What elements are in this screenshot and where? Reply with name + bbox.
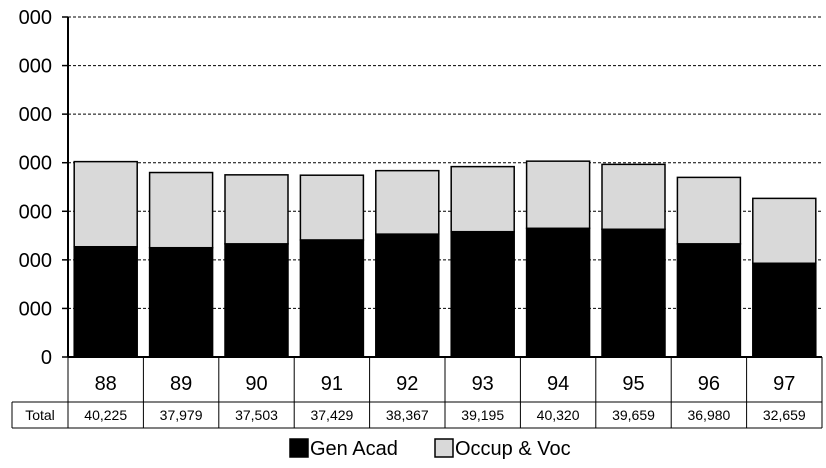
x-category-label: 89 xyxy=(170,373,192,395)
y-tick-label: 000 xyxy=(19,250,52,272)
x-category-label: 97 xyxy=(773,373,795,395)
y-tick-label: 000 xyxy=(19,56,52,78)
bars xyxy=(73,160,817,358)
x-category-label: 88 xyxy=(95,373,117,395)
bar-gen-acad-97 xyxy=(752,262,817,358)
bar-occup-voc-94 xyxy=(525,160,591,230)
bar-gen-acad-93 xyxy=(450,230,515,358)
bar-occup-voc-96 xyxy=(676,176,742,245)
bar-gen-acad-90 xyxy=(224,243,289,358)
total-value: 39,195 xyxy=(461,407,504,423)
bar-occup-voc-89 xyxy=(148,171,214,249)
x-category-label: 93 xyxy=(472,373,494,395)
y-tick-label: 000 xyxy=(19,298,52,320)
total-value: 40,320 xyxy=(537,407,580,423)
total-value: 40,225 xyxy=(84,407,127,423)
bar-gen-acad-94 xyxy=(525,227,591,358)
x-category-label: 94 xyxy=(547,373,569,395)
legend-swatch xyxy=(434,438,454,458)
bar-occup-voc-92 xyxy=(375,169,440,235)
y-tick-label: 000 xyxy=(19,104,52,126)
totals-row-label: Total xyxy=(25,407,55,423)
y-tick-label: 0 xyxy=(41,347,52,369)
total-value: 36,980 xyxy=(687,407,730,423)
bar-occup-voc-91 xyxy=(299,174,365,241)
legend-swatch xyxy=(289,438,309,458)
total-value: 37,429 xyxy=(310,407,353,423)
x-category-label: 91 xyxy=(321,373,343,395)
x-category-label: 96 xyxy=(698,373,720,395)
legend-label: Occup & Voc xyxy=(455,438,571,460)
total-value: 37,503 xyxy=(235,407,278,423)
y-tick-label: 000 xyxy=(19,7,52,29)
x-category-label: 90 xyxy=(245,373,267,395)
total-value: 38,367 xyxy=(386,407,429,423)
bar-gen-acad-92 xyxy=(375,233,440,358)
legend-label: Gen Acad xyxy=(310,438,398,460)
total-value: 32,659 xyxy=(763,407,806,423)
total-value: 37,979 xyxy=(160,407,203,423)
bar-gen-acad-95 xyxy=(601,228,666,358)
legend: Gen Acad Occup & Voc xyxy=(289,438,571,460)
bar-occup-voc-95 xyxy=(601,163,666,231)
x-category-label: 95 xyxy=(622,373,644,395)
total-value: 39,659 xyxy=(612,407,655,423)
category-table: 88 40,225 89 37,979 90 37,503 91 37,429 92 38,367… xyxy=(11,357,823,429)
bar-occup-voc-93 xyxy=(450,165,515,233)
bar-gen-acad-91 xyxy=(299,239,365,358)
bar-gen-acad-89 xyxy=(148,246,214,358)
x-category-label: 92 xyxy=(396,373,418,395)
bar-gen-acad-88 xyxy=(73,245,138,358)
bar-occup-voc-88 xyxy=(73,160,138,248)
bar-gen-acad-96 xyxy=(676,243,742,358)
bar-occup-voc-97 xyxy=(752,197,817,265)
y-tick-label: 000 xyxy=(19,201,52,223)
y-tick-label: 000 xyxy=(19,153,52,175)
bar-occup-voc-90 xyxy=(224,174,289,245)
